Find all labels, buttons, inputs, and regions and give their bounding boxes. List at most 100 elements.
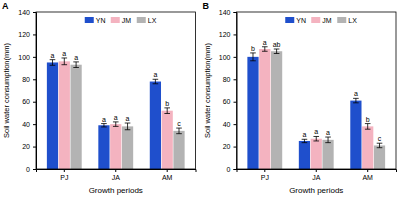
tick-mark (167, 169, 168, 172)
error-bar (325, 137, 331, 143)
significance-letter: b (165, 100, 169, 107)
significance-letter: a (153, 71, 157, 78)
tick: 140 (18, 9, 36, 16)
tick: 20 (22, 143, 36, 150)
tick-label: 60 (223, 98, 231, 105)
tick: JA (112, 169, 121, 181)
tick-mark (115, 169, 116, 172)
tick-label: 100 (18, 54, 30, 61)
legend-item: JM (111, 17, 132, 24)
tick: 80 (22, 76, 36, 83)
legend-label: JM (122, 17, 132, 24)
tick-mark (367, 169, 368, 172)
plot-area: aaaaabaac020406080100120140PJJAAMYNJMLX (18, 9, 196, 181)
tick: 0 (227, 166, 237, 173)
tick-label: 80 (223, 76, 231, 83)
significance-letter: a (302, 131, 306, 138)
tick-label: 40 (223, 121, 231, 128)
error-bar (250, 53, 256, 61)
error-bar (176, 128, 182, 134)
legend-label: LX (148, 17, 157, 24)
x-axis-title: Growth periods (289, 186, 343, 195)
legend-swatch (111, 17, 120, 23)
tick-mark (234, 79, 237, 80)
y-axis-title: Soil water consumption(mm) (2, 42, 11, 138)
tick-label: 120 (219, 31, 231, 38)
tick-label: JA (112, 174, 121, 181)
panel: baaaababac020406080100120140PJJAAMYNJMLX… (203, 1, 397, 195)
legend-label: YN (96, 17, 106, 24)
tick-label: JA (312, 174, 321, 181)
significance-letter: a (263, 39, 267, 46)
error-bar (101, 124, 107, 127)
tick-mark (234, 124, 237, 125)
x-axis: PJ JA AM (237, 169, 397, 181)
significance-letter: a (74, 54, 78, 61)
bar (47, 62, 58, 169)
legend-item: YN (285, 17, 306, 24)
frame (237, 12, 397, 169)
tick-mark (33, 124, 36, 125)
legend-item: YN (85, 17, 106, 24)
tick-label: 120 (18, 31, 30, 38)
error-bar (164, 108, 170, 114)
bar (110, 124, 121, 169)
axis-line (37, 170, 197, 173)
bar (311, 139, 322, 169)
tick-label: 60 (22, 98, 30, 105)
error-bar (262, 47, 268, 51)
tick-label: 20 (223, 143, 231, 150)
error-bar (125, 123, 131, 130)
legend-item: LX (337, 17, 357, 24)
error-bar (153, 79, 159, 83)
bar (70, 65, 81, 169)
bar (322, 140, 333, 169)
tick-label: AM (362, 174, 373, 181)
tick-label: 20 (22, 143, 30, 150)
tick: 120 (18, 31, 36, 38)
tick-mark (33, 102, 36, 103)
axis-line (234, 13, 238, 170)
tick-mark (316, 169, 317, 172)
significance-letter: b (366, 116, 370, 123)
significance-letter: a (62, 50, 66, 57)
bar (350, 101, 361, 169)
tick: 140 (219, 9, 237, 16)
bar (173, 131, 184, 169)
bars (247, 47, 385, 169)
significance-letter: a (51, 52, 55, 59)
significance-letter: a (314, 128, 318, 135)
significance-letter: c (378, 135, 382, 142)
panel-label: A (2, 1, 9, 11)
tick-label: 40 (22, 121, 30, 128)
legend-item: LX (137, 17, 157, 24)
significance-letter: a (354, 90, 358, 97)
error-bar (365, 124, 371, 130)
tick-label: 140 (18, 9, 30, 16)
error-bar (274, 49, 280, 53)
tick-label: 80 (22, 76, 30, 83)
tick-mark (234, 102, 237, 103)
tick: 60 (22, 98, 36, 105)
bar (299, 141, 310, 169)
tick: 0 (26, 166, 36, 173)
tick-mark (234, 34, 237, 35)
tick: 120 (219, 31, 237, 38)
tick-mark (234, 12, 237, 13)
bars (47, 58, 185, 169)
significance-letter: a (102, 116, 106, 123)
error-bar (353, 98, 359, 102)
tick-label: PJ (60, 174, 68, 181)
axis-line (237, 170, 397, 173)
x-axis: PJ JA AM (37, 169, 197, 181)
y-axis: 0 20 40 60 80 100 120 140 (18, 9, 36, 173)
significance-letter: a (126, 115, 130, 122)
tick: 60 (223, 98, 237, 105)
significance-letter: ab (273, 41, 281, 48)
tick-label: AM (162, 174, 173, 181)
tick: AM (362, 169, 373, 181)
tick: 20 (223, 143, 237, 150)
bar (362, 126, 373, 169)
y-axis: 020406080100120140 (219, 9, 237, 173)
tick: PJ (261, 169, 269, 181)
